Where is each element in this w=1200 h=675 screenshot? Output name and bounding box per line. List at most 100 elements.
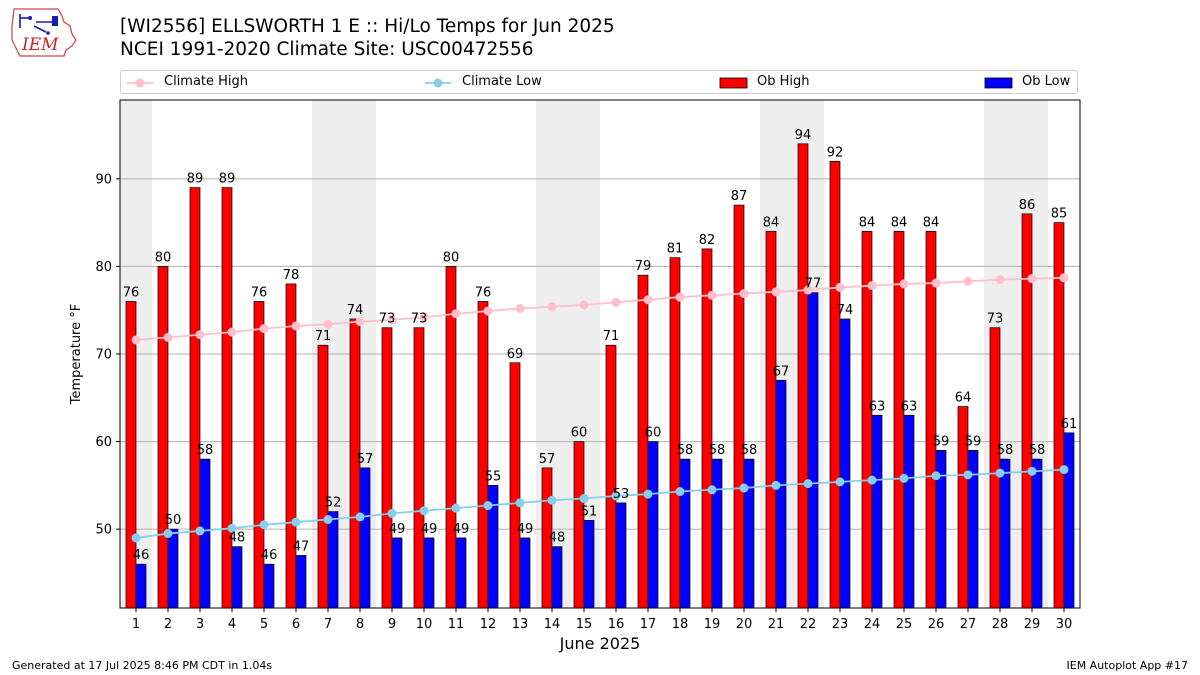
climate-low-point <box>323 515 333 525</box>
climate-high-point <box>131 335 141 345</box>
climate-low-point <box>387 508 397 518</box>
x-tick-label: 10 <box>416 617 433 632</box>
x-tick-label: 8 <box>356 617 364 632</box>
climate-low-point <box>963 470 973 480</box>
ob-high-label: 74 <box>347 303 364 318</box>
ob-high-label: 80 <box>155 250 172 265</box>
ob-low-label: 49 <box>517 522 534 537</box>
ob-high-bar <box>413 327 425 609</box>
ob-high-label: 81 <box>667 242 684 257</box>
ob-low-bar <box>903 414 915 609</box>
x-tick-label: 20 <box>736 617 753 632</box>
ob-high-bar <box>605 344 617 609</box>
climate-high-point <box>931 278 941 288</box>
ob-low-bar <box>455 537 467 609</box>
ob-low-label: 46 <box>133 548 150 563</box>
ob-low-label: 74 <box>837 303 854 318</box>
ob-high-label: 76 <box>123 285 140 300</box>
ob-low-label: 49 <box>421 522 438 537</box>
ob-high-label: 84 <box>859 215 876 230</box>
legend: Climate High Climate Low Ob High Ob Low <box>120 70 1078 94</box>
climate-high-point <box>227 327 237 337</box>
climate-high-point <box>419 312 429 322</box>
ob-low-bar <box>839 318 851 609</box>
ob-high-bar <box>157 266 169 609</box>
ob-high-label: 84 <box>891 215 908 230</box>
climate-low-line <box>135 468 1065 539</box>
ob-low-swatch <box>984 77 1013 89</box>
x-tick-label: 2 <box>164 617 172 632</box>
climate-high-point <box>611 297 621 307</box>
climate-low-point <box>515 498 525 508</box>
climate-high-point <box>547 302 557 312</box>
ob-high-bar <box>733 204 745 609</box>
ob-low-label: 63 <box>901 399 918 414</box>
climate-high-point <box>643 295 653 305</box>
climate-low-point <box>675 487 685 497</box>
ob-low-bar <box>263 563 275 609</box>
ob-low-label: 58 <box>1029 443 1046 458</box>
ob-high-label: 89 <box>187 172 204 187</box>
ob-low-bar <box>583 520 595 609</box>
climate-high-point <box>323 319 333 329</box>
climate-low-point <box>451 503 461 513</box>
ob-high-label: 71 <box>603 329 620 344</box>
x-tick-label: 25 <box>896 617 913 632</box>
ob-low-bar <box>999 458 1011 609</box>
legend-label: Ob Low <box>1022 74 1071 89</box>
ob-low-bar <box>135 563 147 609</box>
ob-low-bar <box>615 502 627 609</box>
ob-low-bar <box>167 528 179 609</box>
x-tick-label: 19 <box>704 617 721 632</box>
x-tick-label: 9 <box>388 617 396 632</box>
ob-low-label: 63 <box>869 399 886 414</box>
x-tick-label: 24 <box>864 617 881 632</box>
climate-low-point <box>195 526 205 536</box>
ob-low-label: 58 <box>197 443 214 458</box>
climate-low-point <box>291 517 301 527</box>
climate-high-point <box>515 303 525 313</box>
x-tick-label: 1 <box>132 617 140 632</box>
ob-low-label: 47 <box>293 539 310 554</box>
ob-low-bar <box>807 292 819 609</box>
climate-low-point <box>355 512 365 522</box>
climate-low-point <box>867 475 877 485</box>
ob-low-label: 48 <box>229 531 246 546</box>
ob-low-label: 52 <box>325 496 342 511</box>
ob-high-bar <box>317 344 329 609</box>
iem-logo: IEM <box>11 8 77 57</box>
climate-high-point <box>163 332 173 342</box>
climate-high-point <box>803 285 813 295</box>
legend-label: Climate High <box>164 74 249 89</box>
x-tick-label: 17 <box>640 617 657 632</box>
ob-high-bar <box>1021 213 1033 609</box>
ob-low-bar <box>359 467 371 609</box>
ob-low-bar <box>743 458 755 609</box>
climate-low-swatch <box>425 78 451 88</box>
ob-low-bar <box>327 511 339 609</box>
x-tick-label: 5 <box>260 617 268 632</box>
x-tick-label: 16 <box>608 617 625 632</box>
ob-low-label: 49 <box>389 522 406 537</box>
climate-high-point <box>899 279 909 289</box>
climate-low-point <box>579 494 589 504</box>
ob-high-bar <box>573 441 585 609</box>
climate-high-point <box>1059 273 1069 283</box>
ob-low-label: 59 <box>965 434 982 449</box>
climate-high-line <box>135 276 1065 341</box>
x-tick-label: 3 <box>196 617 204 632</box>
ob-low-label: 58 <box>741 443 758 458</box>
climate-high-point <box>451 309 461 319</box>
x-tick-label: 28 <box>992 617 1009 632</box>
climate-low-point <box>739 483 749 493</box>
x-tick-label: 26 <box>928 617 945 632</box>
ob-high-swatch <box>719 77 748 89</box>
y-tick-label: 60 <box>95 435 112 450</box>
ob-low-label: 57 <box>357 452 374 467</box>
ob-high-label: 76 <box>475 285 492 300</box>
ob-low-bar <box>423 537 435 609</box>
ob-low-label: 61 <box>1061 417 1078 432</box>
climate-low-point <box>163 529 173 539</box>
y-tick-label: 80 <box>95 260 112 275</box>
climate-high-point <box>291 321 301 331</box>
